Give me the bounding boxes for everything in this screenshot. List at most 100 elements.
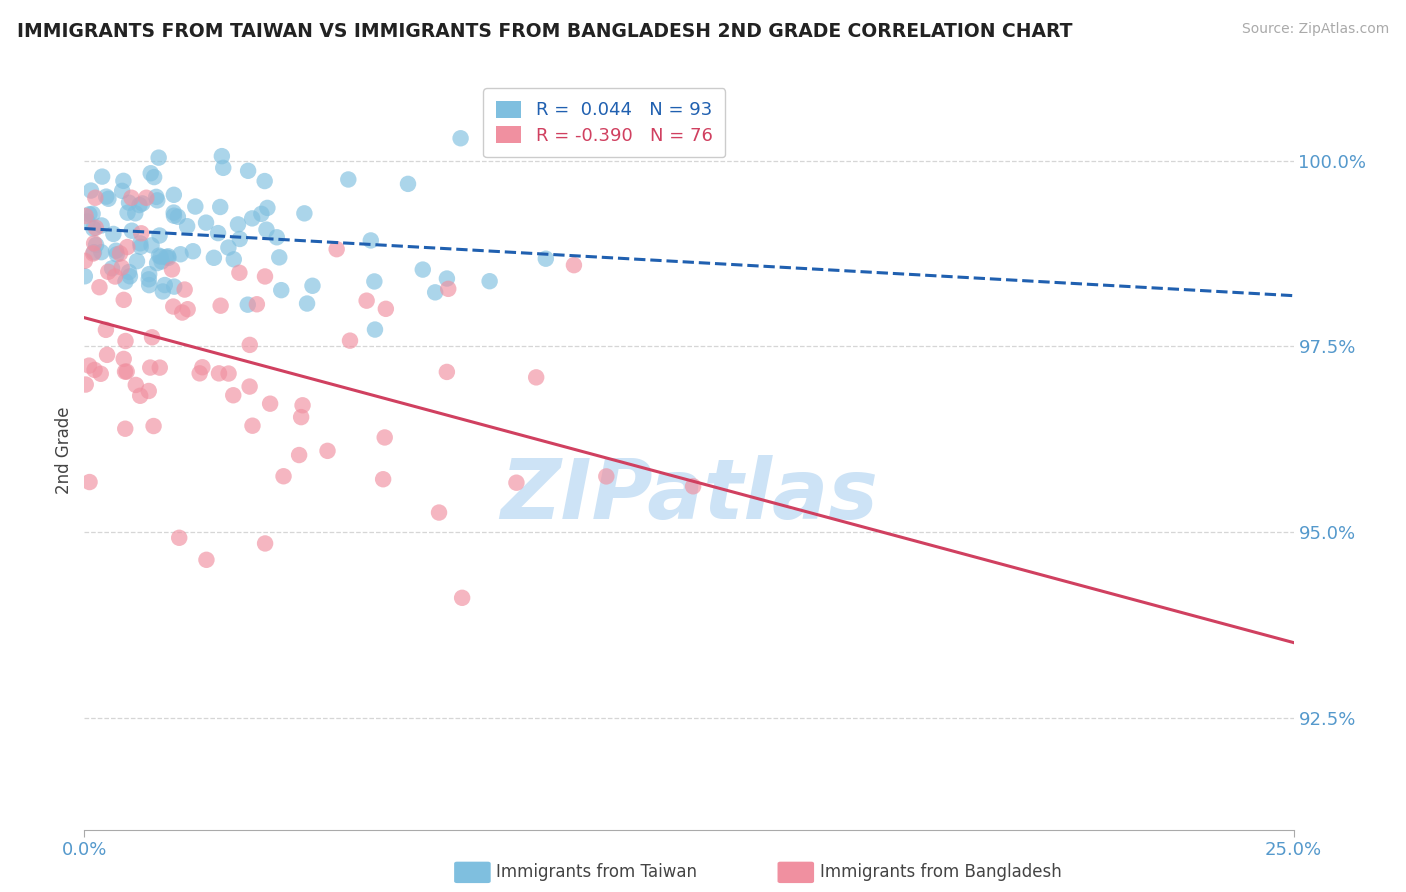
Point <box>125 254 148 268</box>
Point <box>129 389 152 403</box>
Point <box>374 430 396 444</box>
Point <box>356 293 378 308</box>
Point <box>84 220 107 235</box>
Point <box>253 269 276 284</box>
Point <box>148 249 170 263</box>
Point <box>129 236 152 251</box>
Point <box>146 194 169 208</box>
Point <box>269 251 291 265</box>
Point <box>450 131 472 145</box>
Point <box>478 274 501 288</box>
Point <box>325 242 347 256</box>
Point <box>270 283 292 297</box>
Point <box>118 195 141 210</box>
Point <box>82 221 104 235</box>
Point <box>149 360 172 375</box>
Point <box>292 206 315 220</box>
Point <box>91 169 114 184</box>
Point <box>105 244 128 258</box>
Point <box>149 250 172 264</box>
Point <box>112 174 135 188</box>
Point <box>114 275 136 289</box>
Text: IMMIGRANTS FROM TAIWAN VS IMMIGRANTS FROM BANGLADESH 2ND GRADE CORRELATION CHART: IMMIGRANTS FROM TAIWAN VS IMMIGRANTS FRO… <box>17 22 1073 41</box>
Point <box>222 388 245 402</box>
Point <box>163 209 186 223</box>
Point <box>451 591 474 605</box>
Point <box>118 265 141 279</box>
Point <box>108 246 131 260</box>
Point <box>84 191 107 205</box>
Point <box>148 228 170 243</box>
Point <box>75 209 97 223</box>
Point <box>339 334 361 348</box>
Point <box>217 241 239 255</box>
Point <box>412 262 434 277</box>
Point <box>524 370 547 384</box>
Point <box>152 285 174 299</box>
Point <box>139 360 162 375</box>
Point <box>90 367 112 381</box>
Point <box>236 298 259 312</box>
Point <box>254 536 277 550</box>
Point <box>184 200 207 214</box>
Point <box>239 338 262 352</box>
Point <box>76 214 98 228</box>
Point <box>97 265 120 279</box>
Point <box>236 163 259 178</box>
Point <box>90 245 112 260</box>
Point <box>229 232 252 246</box>
Point <box>131 196 153 211</box>
Point <box>112 293 135 307</box>
Point <box>371 472 394 486</box>
Y-axis label: 2nd Grade: 2nd Grade <box>55 407 73 494</box>
Point <box>181 244 204 259</box>
Point <box>437 282 460 296</box>
Point <box>172 305 194 319</box>
Point <box>83 363 105 377</box>
Point <box>115 365 138 379</box>
Point <box>242 418 264 433</box>
Point <box>337 172 360 186</box>
Point <box>239 379 262 393</box>
Point <box>207 226 229 240</box>
Point <box>195 216 218 230</box>
Point <box>595 469 617 483</box>
Point <box>138 278 160 293</box>
Point <box>240 211 263 226</box>
Point <box>202 251 225 265</box>
Point <box>436 271 458 285</box>
Point <box>505 475 527 490</box>
Point <box>89 280 111 294</box>
Point <box>148 151 170 165</box>
Point <box>124 206 146 220</box>
Point <box>266 230 288 244</box>
Point <box>188 367 211 381</box>
Point <box>157 249 180 263</box>
Point <box>363 275 385 289</box>
Point <box>150 254 173 268</box>
Point <box>111 184 134 198</box>
Point <box>146 256 169 270</box>
Point <box>125 378 148 392</box>
Point <box>111 260 134 275</box>
Point <box>117 205 139 219</box>
Point <box>163 205 186 219</box>
Point <box>80 184 103 198</box>
Point <box>273 469 295 483</box>
Point <box>135 191 157 205</box>
Point <box>316 443 339 458</box>
Point <box>118 269 141 284</box>
Point <box>226 218 249 232</box>
Point <box>128 198 150 212</box>
Point <box>114 422 136 436</box>
Point <box>534 252 557 266</box>
Point <box>295 296 318 310</box>
Point <box>77 359 100 373</box>
Point <box>105 247 128 261</box>
Text: Immigrants from Taiwan: Immigrants from Taiwan <box>496 863 697 881</box>
Point <box>176 302 198 317</box>
Point <box>163 187 186 202</box>
Point <box>218 367 240 381</box>
Point <box>114 334 136 348</box>
Point <box>176 219 198 234</box>
